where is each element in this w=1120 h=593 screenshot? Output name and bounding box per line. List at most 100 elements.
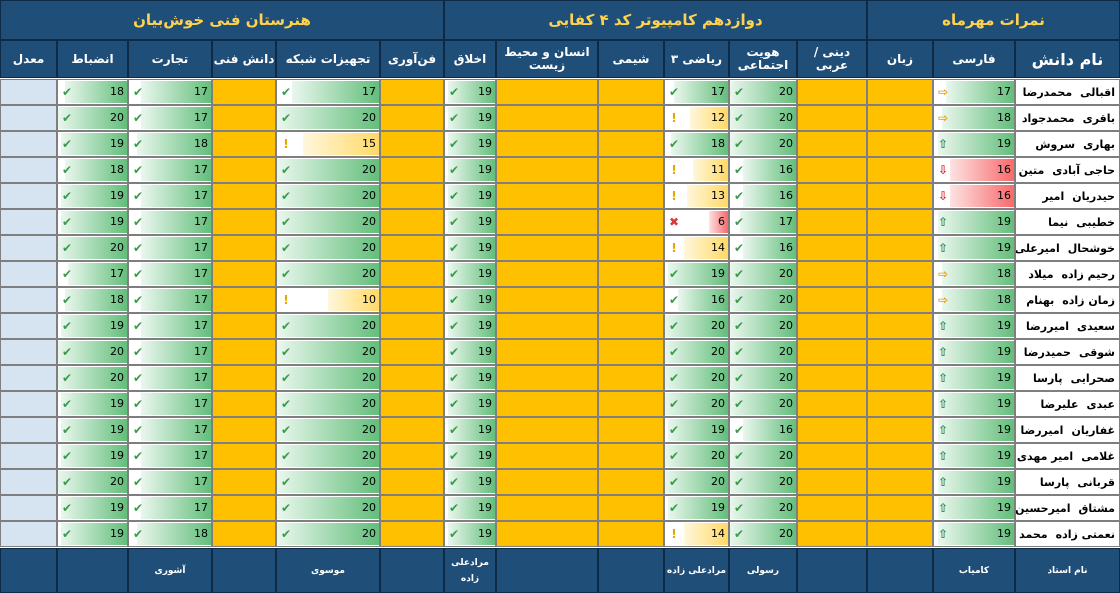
ensan-cell[interactable] (496, 131, 598, 157)
fanavari-cell[interactable] (380, 183, 444, 209)
moadel-cell[interactable] (0, 521, 57, 547)
fanavari-cell[interactable] (380, 287, 444, 313)
daneshfani-cell[interactable] (212, 209, 276, 235)
shimi-cell[interactable] (598, 443, 664, 469)
shimi-cell[interactable] (598, 521, 664, 547)
zaban-cell[interactable] (867, 313, 933, 339)
moadel-cell[interactable] (0, 495, 57, 521)
hoviyat-grade-cell[interactable]: 20 ✔ (729, 261, 797, 287)
farsi-grade-cell[interactable]: 19 ⇧ (933, 469, 1015, 495)
riazi-grade-cell[interactable]: 13! (664, 183, 729, 209)
shabake-grade-cell[interactable]: 17 ✔ (276, 79, 380, 105)
riazi-grade-cell[interactable]: 12! (664, 105, 729, 131)
shimi-cell[interactable] (598, 261, 664, 287)
moadel-cell[interactable] (0, 313, 57, 339)
enzebat-grade-cell[interactable]: 18 ✔ (57, 287, 128, 313)
riazi-grade-cell[interactable]: 20 ✔ (664, 339, 729, 365)
ensan-cell[interactable] (496, 391, 598, 417)
hoviyat-grade-cell[interactable]: 20 ✔ (729, 313, 797, 339)
akhlagh-grade-cell[interactable]: 19 ✔ (444, 105, 496, 131)
hoviyat-grade-cell[interactable]: 16 ✔ (729, 417, 797, 443)
shabake-grade-cell[interactable]: 20 ✔ (276, 495, 380, 521)
daneshfani-cell[interactable] (212, 521, 276, 547)
shimi-cell[interactable] (598, 313, 664, 339)
dini-cell[interactable] (797, 443, 867, 469)
tejarat-grade-cell[interactable]: 17 ✔ (128, 417, 212, 443)
shabake-grade-cell[interactable]: 20 ✔ (276, 521, 380, 547)
farsi-grade-cell[interactable]: 16 ⇩ (933, 183, 1015, 209)
farsi-grade-cell[interactable]: 18 ⇨ (933, 261, 1015, 287)
shimi-cell[interactable] (598, 157, 664, 183)
akhlagh-grade-cell[interactable]: 19 ✔ (444, 339, 496, 365)
riazi-grade-cell[interactable]: 18 ✔ (664, 131, 729, 157)
riazi-grade-cell[interactable]: 16 ✔ (664, 287, 729, 313)
dini-cell[interactable] (797, 313, 867, 339)
shabake-grade-cell[interactable]: 20 ✔ (276, 261, 380, 287)
shimi-cell[interactable] (598, 469, 664, 495)
riazi-grade-cell[interactable]: 20 ✔ (664, 313, 729, 339)
enzebat-grade-cell[interactable]: 20 ✔ (57, 365, 128, 391)
riazi-grade-cell[interactable]: 19 ✔ (664, 261, 729, 287)
ensan-cell[interactable] (496, 339, 598, 365)
tejarat-grade-cell[interactable]: 17 ✔ (128, 495, 212, 521)
header-daneshfani[interactable]: دانش فنی (212, 40, 276, 78)
dini-cell[interactable] (797, 495, 867, 521)
shimi-cell[interactable] (598, 339, 664, 365)
student-name-cell[interactable]: غلامی امیر مهدی (1015, 443, 1120, 469)
header-moadel[interactable]: معدل (0, 40, 57, 78)
student-name-cell[interactable]: حاجی آبادی متین (1015, 157, 1120, 183)
student-name-cell[interactable]: اقبالی محمدرضا (1015, 79, 1120, 105)
ensan-cell[interactable] (496, 313, 598, 339)
hoviyat-grade-cell[interactable]: 16 ✔ (729, 157, 797, 183)
moadel-cell[interactable] (0, 443, 57, 469)
daneshfani-cell[interactable] (212, 287, 276, 313)
dini-cell[interactable] (797, 365, 867, 391)
daneshfani-cell[interactable] (212, 365, 276, 391)
tejarat-grade-cell[interactable]: 17 ✔ (128, 469, 212, 495)
tejarat-grade-cell[interactable]: 17 ✔ (128, 443, 212, 469)
shabake-grade-cell[interactable]: 20 ✔ (276, 235, 380, 261)
student-name-cell[interactable]: مشتاق امیرحسین (1015, 495, 1120, 521)
akhlagh-grade-cell[interactable]: 19 ✔ (444, 131, 496, 157)
moadel-cell[interactable] (0, 261, 57, 287)
header-shabake[interactable]: تجهیزات شبکه (276, 40, 380, 78)
enzebat-grade-cell[interactable]: 17 ✔ (57, 261, 128, 287)
header-farsi[interactable]: فارسی (933, 40, 1015, 78)
farsi-grade-cell[interactable]: 19 ⇧ (933, 339, 1015, 365)
moadel-cell[interactable] (0, 105, 57, 131)
hoviyat-grade-cell[interactable]: 20 ✔ (729, 79, 797, 105)
student-name-cell[interactable]: شوقی حمیدرضا (1015, 339, 1120, 365)
moadel-cell[interactable] (0, 365, 57, 391)
tejarat-grade-cell[interactable]: 17 ✔ (128, 391, 212, 417)
ensan-cell[interactable] (496, 209, 598, 235)
shabake-grade-cell[interactable]: 20 ✔ (276, 157, 380, 183)
hoviyat-grade-cell[interactable]: 20 ✔ (729, 287, 797, 313)
akhlagh-grade-cell[interactable]: 19 ✔ (444, 521, 496, 547)
enzebat-grade-cell[interactable]: 20 ✔ (57, 339, 128, 365)
fanavari-cell[interactable] (380, 105, 444, 131)
daneshfani-cell[interactable] (212, 313, 276, 339)
student-name-cell[interactable]: بهاری سروش (1015, 131, 1120, 157)
daneshfani-cell[interactable] (212, 105, 276, 131)
student-name-cell[interactable]: خوشحال امیرعلی (1015, 235, 1120, 261)
riazi-grade-cell[interactable]: 20 ✔ (664, 443, 729, 469)
student-name-cell[interactable]: باقری محمدجواد (1015, 105, 1120, 131)
zaban-cell[interactable] (867, 157, 933, 183)
student-name-cell[interactable]: زمان زاده بهنام (1015, 287, 1120, 313)
ensan-cell[interactable] (496, 469, 598, 495)
tejarat-grade-cell[interactable]: 17 ✔ (128, 183, 212, 209)
zaban-cell[interactable] (867, 365, 933, 391)
shabake-grade-cell[interactable]: 20 ✔ (276, 469, 380, 495)
daneshfani-cell[interactable] (212, 443, 276, 469)
akhlagh-grade-cell[interactable]: 19 ✔ (444, 261, 496, 287)
farsi-grade-cell[interactable]: 17 ⇨ (933, 79, 1015, 105)
enzebat-grade-cell[interactable]: 20 ✔ (57, 105, 128, 131)
fanavari-cell[interactable] (380, 443, 444, 469)
ensan-cell[interactable] (496, 79, 598, 105)
ensan-cell[interactable] (496, 105, 598, 131)
dini-cell[interactable] (797, 79, 867, 105)
shabake-grade-cell[interactable]: 20 ✔ (276, 313, 380, 339)
hoviyat-grade-cell[interactable]: 20 ✔ (729, 131, 797, 157)
zaban-cell[interactable] (867, 261, 933, 287)
akhlagh-grade-cell[interactable]: 19 ✔ (444, 495, 496, 521)
